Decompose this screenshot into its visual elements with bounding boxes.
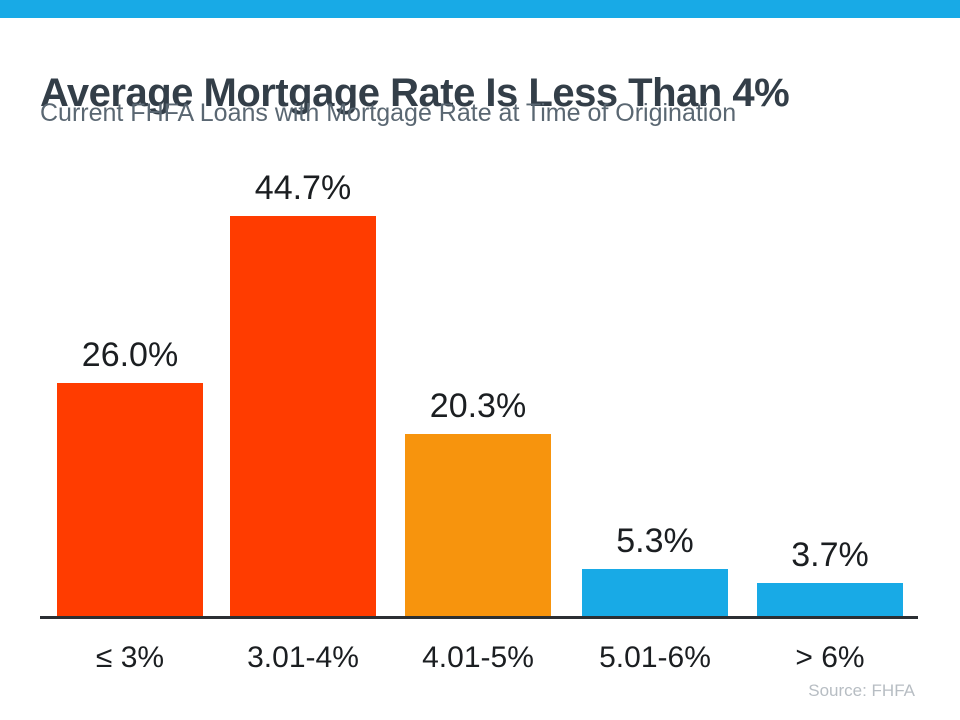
bar xyxy=(757,583,903,616)
bar-group-3-4pct: 44.7% 3.01-4% xyxy=(230,169,376,674)
x-axis-label: 4.01-5% xyxy=(422,641,534,674)
bar-group-gt-6pct: 3.7% > 6% xyxy=(757,536,903,674)
page-subtitle: Current FHFA Loans with Mortgage Rate at… xyxy=(40,99,737,127)
bar-value-label: 5.3% xyxy=(616,522,694,561)
bar-value-label: 26.0% xyxy=(81,336,179,375)
top-accent-bar xyxy=(0,0,960,18)
x-axis-line xyxy=(40,616,918,619)
bar xyxy=(230,216,376,616)
bar xyxy=(582,569,728,616)
x-axis-label: 5.01-6% xyxy=(599,641,711,674)
x-axis-label: > 6% xyxy=(795,641,865,674)
bar-group-le-3pct: 26.0% ≤ 3% xyxy=(57,336,203,674)
source-attribution: Source: FHFA xyxy=(808,681,915,700)
x-axis-label: ≤ 3% xyxy=(95,641,165,674)
page-title: Average Mortgage Rate Is Less Than 4% xyxy=(40,70,790,115)
bar-value-label: 20.3% xyxy=(429,387,527,426)
x-axis-label: 3.01-4% xyxy=(247,641,359,674)
bar-group-4-5pct: 20.3% 4.01-5% xyxy=(405,387,551,674)
bar-chart: 26.0% ≤ 3% 44.7% 3.01-4% 20.3% 4.01-5% 5… xyxy=(40,140,918,674)
bar-value-label: 44.7% xyxy=(254,169,352,208)
bar-group-5-6pct: 5.3% 5.01-6% xyxy=(582,522,728,674)
bar xyxy=(57,383,203,616)
bar xyxy=(405,434,551,616)
bar-value-label: 3.7% xyxy=(791,536,869,575)
